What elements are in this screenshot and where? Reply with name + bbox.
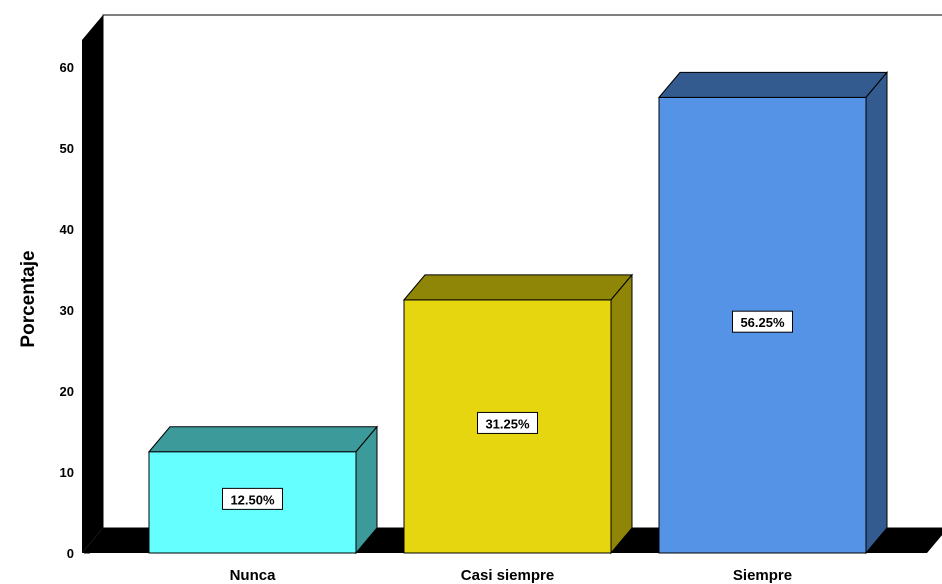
x-category-label: Siempre [733,567,792,584]
x-category-label: Casi siempre [461,567,554,584]
bar-top [402,274,634,301]
data-label: 56.25% [740,315,785,330]
bar-side [610,273,633,555]
y-tick-label: 50 [60,141,74,156]
y-axis-ticks: 0 10 20 30 40 50 60 [60,60,90,561]
x-axis-labels: Nunca Casi siempre Siempre [230,567,793,584]
plot-left-wall [82,15,103,553]
data-label: 31.25% [485,416,530,431]
x-category-label: Nunca [230,567,277,584]
bar-side [355,425,378,555]
data-label-box [477,411,538,434]
y-tick-label: 20 [60,384,74,399]
y-tick-label: 30 [60,303,74,318]
data-label-box [732,310,793,333]
y-axis-title: Porcentaje [18,250,39,347]
bar-casi-siempre: 31.25% [402,273,634,555]
bars: 12.50% 31.25% 56.25% [147,71,889,555]
y-tick-label: 10 [60,465,74,480]
y-tick-label: 60 [60,60,74,75]
bar-side [865,71,888,555]
y-tick-label: 40 [60,222,74,237]
bar-nunca: 12.50% [147,425,379,555]
bar-top [657,71,889,98]
data-label: 12.50% [230,492,275,507]
y-tick-label: 0 [67,546,74,561]
bar-top [147,426,379,453]
data-label-box [222,487,283,510]
bar-siempre: 56.25% [657,71,889,555]
